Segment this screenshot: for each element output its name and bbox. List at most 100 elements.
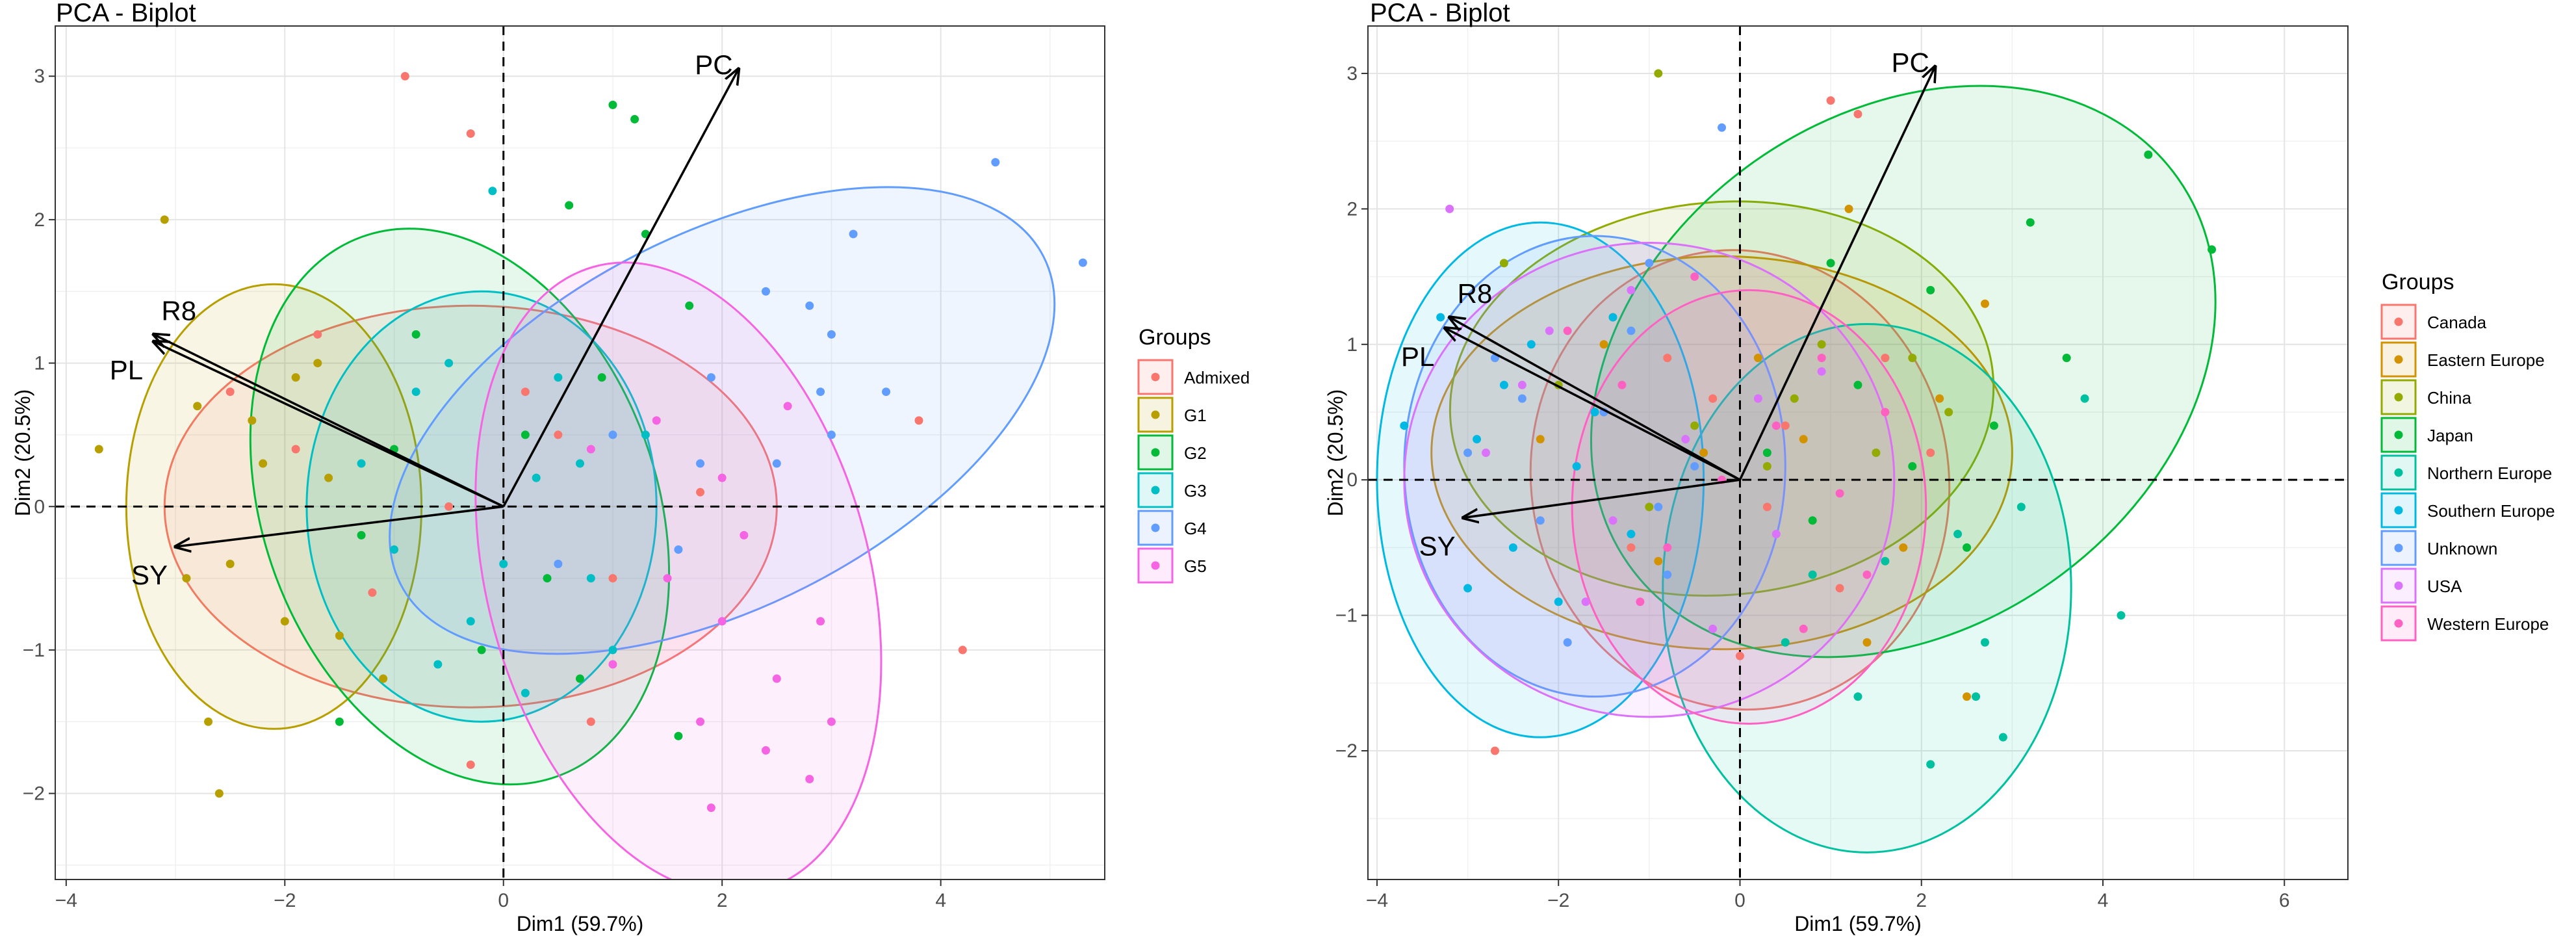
data-point — [160, 215, 169, 224]
data-point — [827, 430, 836, 439]
loading-arrow-pl — [153, 341, 504, 508]
legend-key-point — [2394, 430, 2403, 439]
data-point — [805, 301, 814, 310]
data-point — [1627, 530, 1636, 539]
data-point — [1790, 394, 1799, 403]
y-tick-label: 1 — [1346, 334, 1358, 356]
data-point — [1862, 570, 1872, 579]
data-point — [1690, 462, 1699, 471]
x-axis-label: Dim1 (59.7%) — [517, 912, 644, 935]
data-point — [1690, 421, 1699, 430]
data-point — [586, 574, 595, 583]
legend-key-point — [2394, 393, 2403, 402]
data-point — [717, 617, 727, 626]
data-point — [1499, 380, 1508, 389]
data-point — [1517, 394, 1526, 403]
data-point — [1718, 123, 1727, 132]
variable-label-r8: R8 — [1458, 278, 1493, 309]
data-point — [193, 402, 202, 411]
data-point — [390, 545, 399, 554]
data-point — [1699, 449, 1708, 457]
data-point — [554, 430, 563, 439]
data-point — [1899, 543, 1908, 552]
data-point — [717, 473, 727, 482]
data-point — [1771, 530, 1781, 539]
data-point — [1963, 692, 1972, 701]
data-point — [1980, 638, 1989, 647]
legend: Groups Canada Eastern Europe China Japan Nort… — [2380, 270, 2555, 642]
data-point — [1998, 733, 2007, 742]
data-point — [608, 645, 617, 655]
data-point — [608, 574, 617, 583]
data-point — [1663, 543, 1672, 552]
data-point — [1753, 354, 1762, 363]
data-point — [521, 387, 530, 397]
loading-arrow-r8 — [1450, 317, 1741, 481]
data-point — [1590, 408, 1599, 417]
y-tick-label: 1 — [34, 353, 45, 374]
data-point — [1536, 516, 1545, 525]
y-tick-label: 0 — [34, 496, 45, 517]
data-point — [521, 430, 530, 439]
data-point — [576, 674, 584, 683]
data-point — [1808, 516, 1817, 525]
data-point — [1908, 462, 1917, 471]
y-tick-label: 0 — [1346, 469, 1358, 491]
y-axis-label: Dim2 (20.5%) — [1324, 389, 1347, 517]
data-point — [1681, 435, 1690, 444]
data-point — [1781, 638, 1790, 647]
y-tick-label: −2 — [23, 783, 45, 805]
x-tick-label: 4 — [935, 890, 946, 911]
x-tick-label: 6 — [2279, 890, 2290, 911]
confidence-ellipse-g4 — [389, 186, 1056, 655]
chart-title: PCA - Biplot — [1370, 0, 1510, 27]
legend-key-point — [2394, 506, 2403, 515]
data-point — [641, 430, 650, 439]
data-point — [652, 416, 661, 425]
confidence-ellipse-g5 — [474, 261, 882, 879]
legend-label: G2 — [1184, 443, 1207, 463]
legend-key-point — [1151, 372, 1160, 382]
data-point — [1826, 259, 1835, 268]
data-point — [783, 402, 792, 411]
data-point — [259, 459, 268, 468]
data-point — [1808, 570, 1817, 579]
data-point — [1627, 543, 1636, 552]
data-point — [1862, 638, 1872, 647]
data-point — [499, 560, 508, 569]
variable-label-sy: SY — [131, 560, 168, 590]
data-point — [1473, 435, 1482, 444]
data-point — [772, 459, 781, 468]
data-point — [991, 158, 1000, 167]
data-point — [368, 588, 377, 597]
data-point — [706, 803, 715, 813]
data-point — [958, 645, 967, 655]
x-tick-label: 0 — [1734, 890, 1745, 911]
legend-key-swatch — [2380, 492, 2417, 528]
data-point — [1599, 340, 1608, 349]
chart-title: PCA - Biplot — [56, 0, 196, 27]
data-point — [586, 445, 595, 454]
data-point — [1762, 502, 1771, 512]
plot-content — [55, 26, 1105, 879]
x-tick-label: 2 — [1916, 890, 1927, 911]
data-point — [1545, 326, 1554, 335]
legend-key-point — [1151, 410, 1160, 419]
data-point — [248, 416, 257, 425]
data-point — [827, 330, 836, 339]
data-point — [1572, 462, 1581, 471]
data-point — [433, 660, 443, 669]
x-tick-label: −4 — [1366, 890, 1388, 911]
legend-title: Groups — [2382, 270, 2454, 294]
data-point — [1581, 597, 1590, 606]
legend-label: Japan — [2427, 426, 2473, 445]
data-point — [1563, 638, 1572, 647]
data-point — [1654, 69, 1663, 78]
legend-key-point — [1151, 561, 1160, 570]
legend-key-point — [1151, 448, 1160, 457]
data-point — [444, 502, 454, 511]
y-tick-label: −2 — [1335, 740, 1358, 762]
data-point — [1944, 408, 1953, 417]
legend-label: Canada — [2427, 313, 2487, 332]
